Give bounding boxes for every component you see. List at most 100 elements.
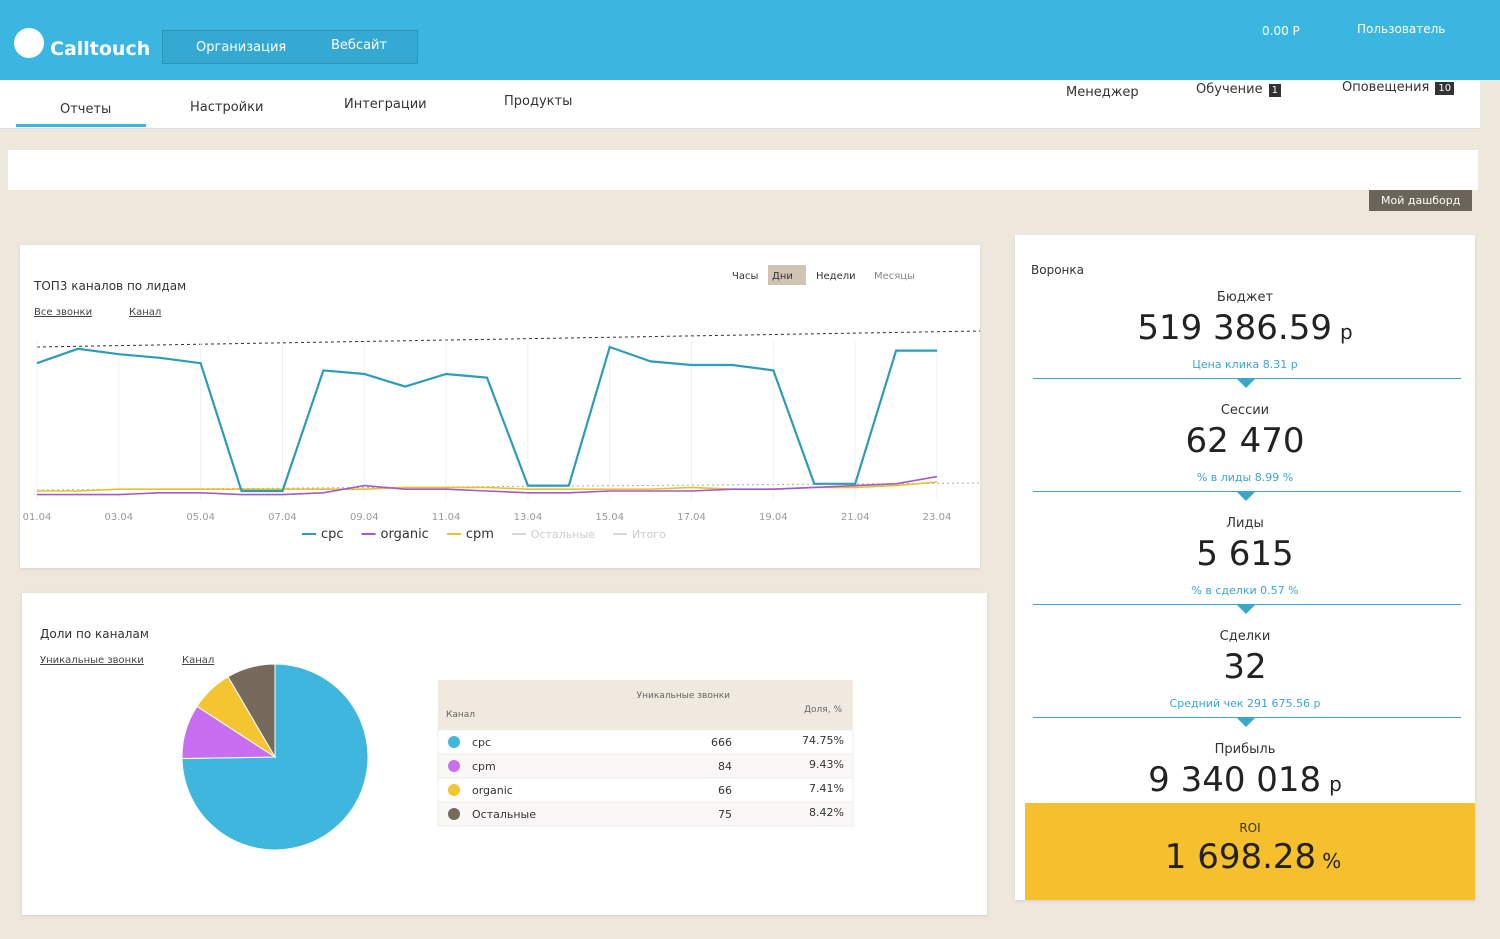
- nav-right[interactable]: Менеджер: [1066, 85, 1139, 100]
- funnel-sep: [1033, 491, 1461, 492]
- funnel-arrow: [1237, 379, 1255, 388]
- funnel-label: Сессии: [1220, 403, 1270, 418]
- breadcrumb[interactable]: [162, 30, 418, 64]
- series-line: [37, 475, 938, 496]
- roi-label: ROI: [1239, 821, 1261, 835]
- funnel-note: Цена клика 8.31 р: [1192, 358, 1298, 371]
- filter: Все звонки: [34, 307, 92, 318]
- td: 75: [718, 808, 732, 821]
- nav-item[interactable]: Продукты: [504, 94, 573, 109]
- x-tick-label: 13.04: [514, 512, 543, 523]
- funnel-unit: р: [1329, 772, 1342, 796]
- funnel-value-row: 9 340 018 р: [1015, 760, 1475, 800]
- table-row: [437, 777, 854, 803]
- period: Часы: [732, 271, 758, 282]
- x-tick-label: 05.04: [186, 512, 215, 523]
- funnel-value: 62 470: [1185, 421, 1305, 461]
- label: Обучение: [1196, 82, 1263, 97]
- roi-value: 1 698.28: [1164, 837, 1317, 877]
- funnel-sep: [1033, 378, 1461, 379]
- td: 66: [718, 784, 732, 797]
- dashboard-button[interactable]: Мой дашборд: [1369, 190, 1473, 211]
- table-row: [437, 801, 854, 827]
- table-head: [438, 680, 853, 730]
- td: organic: [472, 784, 513, 797]
- period: Недели: [816, 271, 856, 282]
- th: Канал: [446, 710, 475, 720]
- logo: Calltouch: [50, 38, 151, 60]
- reference-line: [36, 330, 981, 348]
- nav-right[interactable]: Обучение 1: [1196, 82, 1281, 97]
- legend-label: Итого: [632, 528, 666, 541]
- funnel-label: Бюджет: [1216, 290, 1274, 305]
- nav-active: [16, 124, 146, 127]
- logo-icon: [14, 28, 44, 58]
- funnel-value-row: 5 615: [1015, 534, 1475, 574]
- nav-item[interactable]: Отчеты: [60, 102, 112, 117]
- x-tick-label: 09.04: [350, 512, 379, 523]
- filter: Уникальные звонки: [40, 655, 144, 666]
- funnel-arrow: [1237, 718, 1255, 727]
- funnel-value-row: 32: [1015, 647, 1475, 687]
- x-tick-label: 07.04: [268, 512, 297, 523]
- legend-label: cpc: [321, 527, 344, 542]
- row-dot: [448, 736, 460, 748]
- period: Дни: [772, 271, 793, 282]
- th: Уникальные звонки: [637, 691, 731, 701]
- td: 7.41%: [809, 782, 844, 795]
- funnel-label: Лиды: [1226, 516, 1264, 531]
- funnel-label: Сделки: [1219, 629, 1271, 644]
- funnel-label: Прибыль: [1214, 742, 1276, 757]
- td: cpm: [472, 760, 496, 773]
- funnel-panel: Воронка Бюджет 519 386.59 р Цена клика 8.31…: [1015, 235, 1475, 900]
- filter: Канал: [129, 307, 161, 318]
- funnel-value-row: 62 470: [1015, 421, 1475, 461]
- legend-label: cpm: [466, 527, 494, 542]
- funnel-value: 519 386.59: [1137, 308, 1332, 348]
- badge: 1: [1268, 84, 1281, 97]
- x-tick-label: 17.04: [677, 512, 706, 523]
- x-tick-label: 15.04: [595, 512, 624, 523]
- row-dot: [448, 760, 460, 772]
- series-line: [36, 345, 937, 493]
- x-tick-label: 23.04: [923, 512, 952, 523]
- balance[interactable]: 0.00 Р: [1262, 24, 1300, 38]
- table-row: [437, 729, 854, 755]
- pie-slice: [181, 663, 369, 851]
- funnel-note: Средний чек 291 675.56 р: [1169, 697, 1321, 710]
- funnel-value: 5 615: [1196, 534, 1294, 574]
- org[interactable]: Организация: [196, 40, 287, 55]
- legend-label: Остальные: [531, 528, 595, 541]
- td: 666: [711, 736, 732, 749]
- nav-item[interactable]: Настройки: [190, 100, 264, 115]
- toolbar: [8, 150, 1478, 190]
- nav: Отчеты Настройки Интеграции Продукты Мен…: [0, 80, 1480, 129]
- td: Остальные: [472, 808, 536, 821]
- funnel-unit: р: [1339, 320, 1353, 344]
- line-chart: ТОП3 каналов по лидам Все звонки Канал Часы…: [23, 265, 981, 542]
- td: cpc: [472, 736, 491, 749]
- funnel-arrow: [1237, 492, 1255, 501]
- funnel-value: 9 340 018: [1148, 760, 1322, 800]
- header: Calltouch Организация Вебсайт 0.00 Р Пол…: [0, 0, 1500, 80]
- legend-label: organic: [381, 527, 429, 542]
- x-tick-label: 03.04: [104, 512, 133, 523]
- pie-panel: Доли по каналам Уникальные звонки Канал Кан…: [22, 593, 987, 915]
- funnel-note: % в сделки 0.57 %: [1191, 584, 1299, 597]
- funnel-sep: [1033, 604, 1461, 605]
- pie-chart: Доли по каналам Уникальные звонки Канал Кан…: [40, 627, 854, 851]
- site[interactable]: Вебсайт: [331, 38, 388, 53]
- filter: Канал: [182, 655, 214, 666]
- line-panel: ТОП3 каналов по лидам Все звонки Канал Часы…: [20, 245, 981, 568]
- roi-unit: %: [1322, 849, 1342, 873]
- badge: 10: [1435, 82, 1455, 95]
- nav-right[interactable]: Оповещения 10: [1342, 80, 1455, 95]
- user[interactable]: Пользователь: [1357, 22, 1446, 36]
- td: 84: [718, 760, 732, 773]
- th: Доля, %: [804, 705, 842, 715]
- row-dot: [448, 784, 460, 796]
- chart-title: Доли по каналам: [40, 627, 149, 641]
- funnel-title: Воронка: [1031, 263, 1084, 277]
- nav-item[interactable]: Интеграции: [344, 97, 427, 112]
- row-dot: [448, 808, 460, 820]
